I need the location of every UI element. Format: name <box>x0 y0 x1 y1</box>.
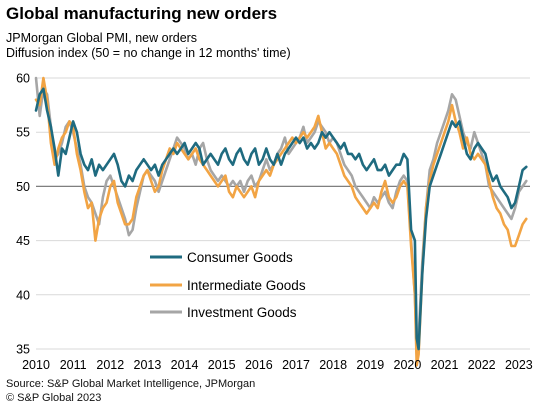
x-axis-ticks: 2010 2011 2012 2013 2014 2015 2016 2017 2018 2019… <box>22 358 533 372</box>
x-tick-label: 2020 <box>394 358 422 372</box>
y-tick-label: 45 <box>16 234 30 248</box>
y-tick-label: 55 <box>16 126 30 140</box>
x-tick-label: 2023 <box>505 358 533 372</box>
chart-subtitle-line-2: Diffusion index (50 = no change in 12 mo… <box>6 46 291 60</box>
x-tick-label: 2015 <box>208 358 236 372</box>
x-tick-label: 2021 <box>431 358 459 372</box>
y-tick-label: 60 <box>16 72 30 86</box>
series-line-intermediate-goods <box>34 76 528 367</box>
y-tick-label: 50 <box>16 180 30 194</box>
x-tick-label: 2022 <box>468 358 496 372</box>
series-lines <box>34 76 528 367</box>
y-tick-label: 35 <box>16 343 30 357</box>
source-note: Source: S&P Global Market Intelligence, … <box>6 378 256 390</box>
y-tick-label: 40 <box>16 288 30 302</box>
x-tick-label: 2013 <box>134 358 162 372</box>
x-tick-label: 2019 <box>356 358 384 372</box>
x-tick-label: 2014 <box>171 358 199 372</box>
chart-title: Global manufacturing new orders <box>6 4 278 23</box>
legend-label: Intermediate Goods <box>187 278 306 293</box>
x-tick-label: 2017 <box>282 358 310 372</box>
series-line-consumer-goods <box>34 87 528 351</box>
y-axis-ticks: 35 40 45 50 55 60 <box>16 72 30 357</box>
x-tick-label: 2012 <box>96 358 124 372</box>
copyright-note: © S&P Global 2023 <box>6 392 102 404</box>
x-tick-label: 2010 <box>22 358 50 372</box>
x-tick-label: 2016 <box>245 358 273 372</box>
x-tick-label: 2018 <box>319 358 347 372</box>
x-tick-label: 2011 <box>60 358 87 372</box>
legend: Consumer Goods Intermediate Goods Investme… <box>150 250 306 320</box>
legend-label: Investment Goods <box>187 305 297 320</box>
chart-subtitle-line-1: JPMorgan Global PMI, new orders <box>6 31 198 45</box>
legend-label: Consumer Goods <box>187 250 293 265</box>
